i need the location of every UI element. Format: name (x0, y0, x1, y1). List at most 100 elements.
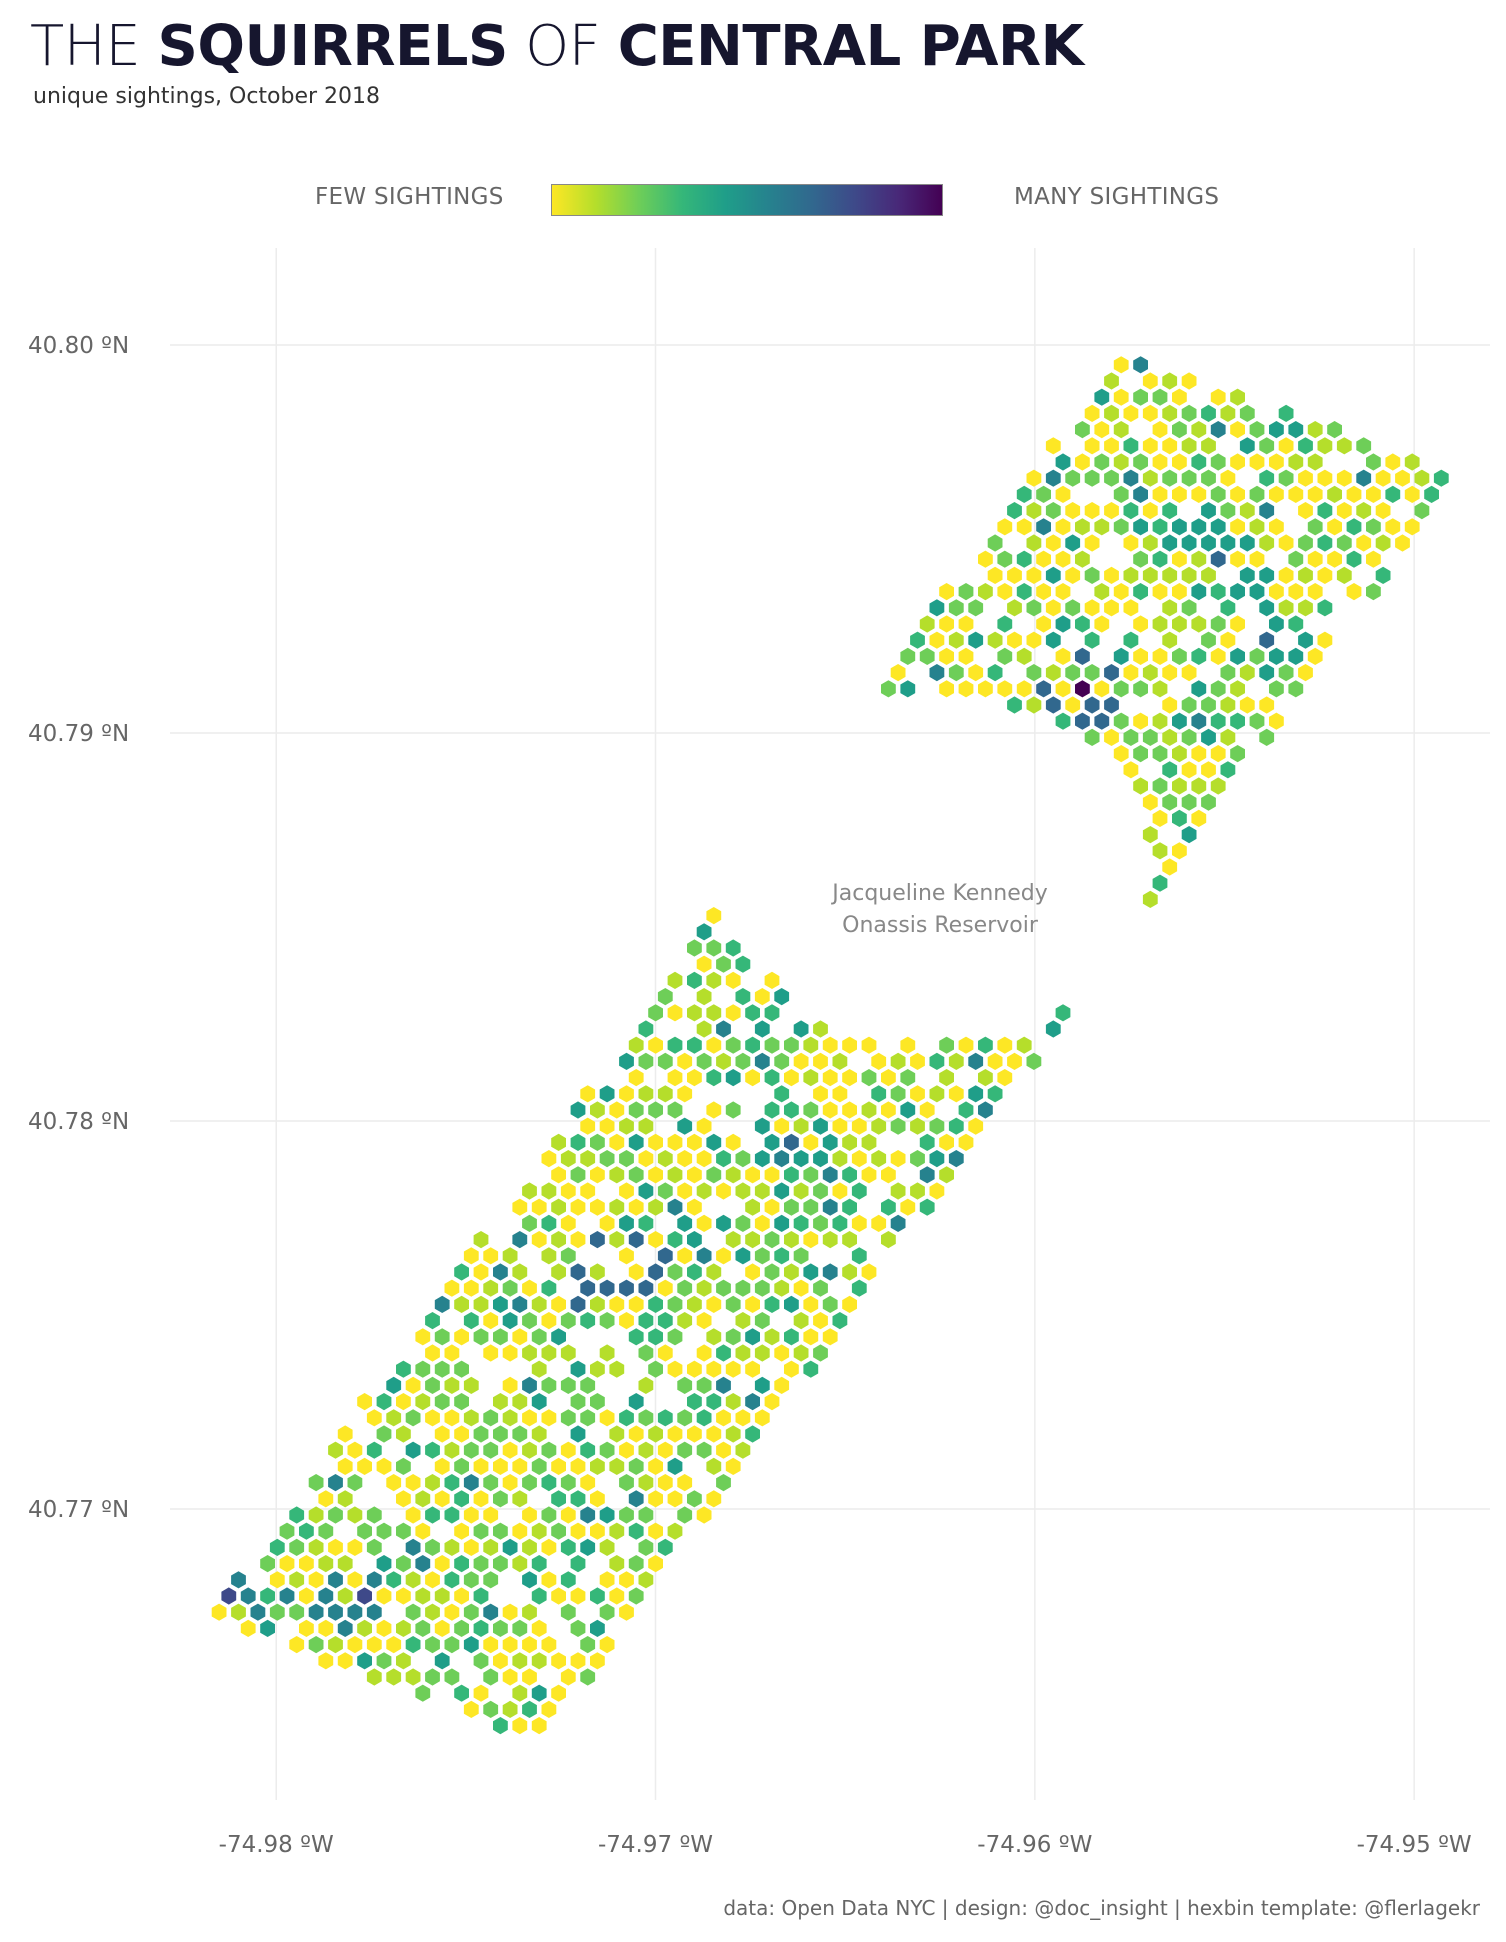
hexbin-cell (376, 1393, 392, 1411)
hexbin-cell (1045, 599, 1061, 617)
hexbin-cell (638, 1441, 654, 1459)
hexbin-cell (774, 1279, 790, 1297)
hexbin-cell (764, 1069, 780, 1087)
hexbin-cell (890, 1214, 906, 1232)
hexbin-cell (784, 1295, 799, 1313)
hexbin-cell (793, 1150, 809, 1168)
hexbin-cell (308, 1538, 324, 1556)
hexbin-cell (580, 1182, 596, 1200)
hexbin-cell (1016, 485, 1032, 503)
hexbin-cell (696, 1150, 712, 1168)
hexbin-cell (638, 1150, 654, 1168)
hexbin-cell (1269, 647, 1284, 665)
hexbin-cell (910, 1150, 925, 1168)
hexbin-cell (1230, 712, 1245, 730)
hexbin-cell (764, 1328, 780, 1346)
hexbin-cell (1084, 599, 1100, 617)
hexbin-cell (657, 1441, 673, 1459)
hexbin-cell (425, 1344, 440, 1362)
hexbin-cell (1220, 599, 1236, 617)
hexbin-cell (1181, 664, 1197, 682)
hexbin-cell (551, 1295, 566, 1313)
hexbin-cell (725, 1425, 741, 1443)
hexbin-cell (570, 1619, 586, 1637)
hexbin-cell (580, 1376, 596, 1394)
hexbin-cell (522, 1474, 537, 1492)
hexbin-cell (473, 1587, 489, 1605)
hexbin-cell (1152, 777, 1168, 795)
hexbin-cell (502, 1603, 518, 1621)
hexbin-cell (609, 1360, 625, 1378)
hexbin-cell (1210, 583, 1226, 601)
hexbin-cell (687, 1295, 702, 1313)
hexbin-cell (434, 1328, 450, 1346)
hexbin-cell (590, 1360, 605, 1378)
hexbin-cell (1065, 599, 1081, 617)
hexbin-cell (376, 1425, 392, 1443)
hexbin-cell (599, 1636, 615, 1654)
hexbin-cell (1104, 566, 1119, 584)
hexbin-cell (1152, 615, 1168, 633)
hexbin-cell (803, 1360, 819, 1378)
hexbin-cell (1259, 599, 1275, 617)
hexbin-cell (968, 1085, 984, 1103)
hexbin-cell (512, 1295, 528, 1313)
hexbin-cell (405, 1506, 421, 1524)
hexbin-cell (299, 1587, 314, 1605)
hexbin-cell (1366, 550, 1381, 568)
hexbin-cell (454, 1490, 469, 1508)
hexbin-cell (454, 1263, 469, 1281)
hexbin-cell (1404, 485, 1420, 503)
hexbin-cell (454, 1425, 469, 1443)
hexbin-cell (1104, 372, 1119, 390)
hexbin-cell (570, 1295, 586, 1313)
hexbin-cell (512, 1457, 528, 1475)
hexbin-cell (687, 1231, 702, 1249)
hexbin-cell (376, 1652, 392, 1670)
hexbin-cell (1162, 793, 1178, 811)
hexbin-cell (784, 1166, 799, 1184)
hexbin-cell (415, 1619, 431, 1637)
hexbin-cell (716, 1441, 731, 1459)
hexbin-cell (531, 1522, 547, 1540)
hexbin-cell (706, 1360, 722, 1378)
hexbin-cell (531, 1328, 547, 1346)
hexbin-cell (473, 1652, 489, 1670)
hexbin-cell (725, 1231, 741, 1249)
y-axis-ticks: 40.77 ºN 40.78 ºN 40.79 ºN 40.80 ºN (28, 333, 129, 1523)
hexbin-cell (1172, 421, 1187, 439)
hexbin-cell (929, 664, 945, 682)
hexbin-cell (687, 939, 702, 957)
hexbin-cell (1220, 502, 1236, 520)
hexbin-cell (473, 1684, 489, 1702)
hexbin-cell (1269, 583, 1284, 601)
hexbin-cell (619, 1409, 634, 1427)
hexbin-cell (434, 1295, 450, 1313)
hexbin-cell (590, 1490, 605, 1508)
hexbin-cell (1298, 437, 1313, 455)
hexbin-cell (745, 1004, 760, 1022)
hexbin-cell (1162, 599, 1178, 617)
legend-color-bar (551, 184, 943, 216)
hexbin-cell (1210, 550, 1226, 568)
hexbin-cell (1152, 745, 1168, 763)
hexbin-cell (1307, 647, 1323, 665)
hexbin-cell (900, 647, 916, 665)
hexbin-cell (1065, 502, 1081, 520)
hexbin-cell (997, 1069, 1013, 1087)
hexbin-cell (1336, 534, 1352, 552)
hexbin-cell (1007, 631, 1022, 649)
hexbin-cell (638, 1506, 654, 1524)
hexbin-cell (1269, 680, 1284, 698)
hexbin-cell (1230, 583, 1245, 601)
hexbin-cell (337, 1457, 353, 1475)
hexbin-cell (1084, 469, 1100, 487)
hexbin-cell (832, 1150, 848, 1168)
hexbin-cell (968, 1052, 984, 1070)
hexbin-cell (1239, 502, 1255, 520)
hexbin-cell (531, 1717, 547, 1735)
hexbin-cell (803, 1166, 819, 1184)
hexbin-cell (628, 1457, 644, 1475)
hexbin-cell (890, 1117, 906, 1135)
